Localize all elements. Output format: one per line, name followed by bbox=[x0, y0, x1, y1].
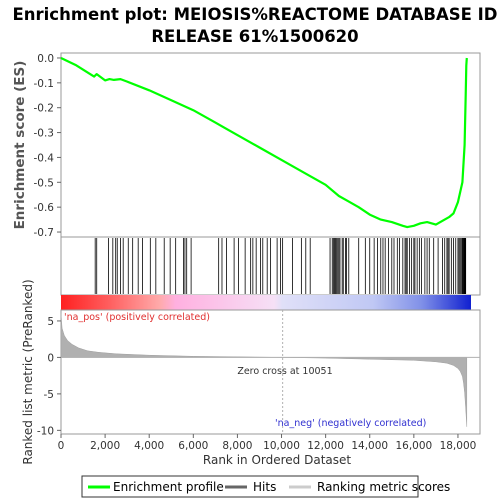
es-y-axis-title: Enrichment score (ES) bbox=[12, 61, 28, 230]
x-tick-label: 16,000 bbox=[395, 440, 432, 452]
metric-y-ticks: 5 0 -5 -10 bbox=[37, 316, 61, 437]
es-panel: 0.0 -0.1 -0.2 -0.3 -0.4 -0.5 -0.6 -0.7 Enrichme… bbox=[12, 52, 481, 239]
legend-profile-label: Enrichment profile bbox=[113, 480, 224, 494]
es-y-tick-label: -0.2 bbox=[34, 103, 55, 115]
zero-cross-label: Zero cross at 10051 bbox=[237, 366, 332, 377]
x-tick-label: 0 bbox=[58, 440, 65, 452]
es-y-tick-label: -0.5 bbox=[34, 177, 55, 189]
enrichment-profile-line bbox=[60, 57, 468, 229]
es-y-tick-label: -0.6 bbox=[34, 202, 55, 214]
metric-y-tick-label: 0 bbox=[47, 352, 54, 364]
es-y-tick-label: -0.3 bbox=[34, 128, 55, 140]
metric-panel-frame bbox=[60, 309, 481, 435]
hit-lines bbox=[94, 238, 467, 294]
rank-color-bar-fill bbox=[61, 295, 471, 310]
metric-x-ticks: 0 2,000 4,000 6,000 8,000 10,000 12,000 14,000 1… bbox=[58, 434, 477, 452]
x-tick-label: 10,000 bbox=[263, 440, 300, 452]
metric-y-axis-title: Ranked list metric (PreRanked) bbox=[21, 279, 35, 464]
es-y-tick-label: 0.0 bbox=[37, 53, 54, 65]
x-tick-label: 6,000 bbox=[178, 440, 208, 452]
x-tick-label: 18,000 bbox=[440, 440, 477, 452]
chart-title-line2: RELEASE 61%1500620 bbox=[151, 27, 358, 46]
es-y-tick-label: -0.7 bbox=[34, 227, 55, 239]
metric-y-tick-label: -10 bbox=[37, 425, 54, 437]
hits-panel bbox=[60, 236, 481, 296]
rank-color-bar bbox=[61, 295, 471, 310]
metric-y-tick-label: 5 bbox=[47, 316, 54, 328]
ranked-metric-area bbox=[60, 313, 468, 427]
metric-y-tick-label: -5 bbox=[44, 389, 54, 401]
x-tick-label: 12,000 bbox=[307, 440, 344, 452]
chart-title-line1: Enrichment plot: MEIOSIS%REACTOME DATABA… bbox=[12, 5, 497, 24]
metric-panel: 5 0 -5 -10 0 2,000 4,000 6,000 8,000 10,000 12,00… bbox=[21, 279, 481, 467]
es-y-tick-label: -0.4 bbox=[34, 152, 55, 164]
neg-correlated-label: 'na_neg' (negatively correlated) bbox=[275, 418, 426, 429]
legend-frame bbox=[81, 475, 419, 498]
x-axis-title: Rank in Ordered Dataset bbox=[203, 453, 351, 467]
legend-hits-label: Hits bbox=[253, 480, 276, 494]
es-y-ticks: 0.0 -0.1 -0.2 -0.3 -0.4 -0.5 -0.6 -0.7 bbox=[34, 53, 61, 239]
x-tick-label: 2,000 bbox=[90, 440, 120, 452]
x-tick-label: 4,000 bbox=[134, 440, 164, 452]
pos-correlated-label: 'na_pos' (positively correlated) bbox=[64, 312, 210, 323]
x-tick-label: 14,000 bbox=[351, 440, 388, 452]
legend: Enrichment profile Hits Ranking metric s… bbox=[81, 475, 450, 498]
es-y-tick-label: -0.1 bbox=[34, 78, 55, 90]
x-tick-label: 8,000 bbox=[222, 440, 252, 452]
legend-metric-label: Ranking metric scores bbox=[317, 480, 450, 494]
